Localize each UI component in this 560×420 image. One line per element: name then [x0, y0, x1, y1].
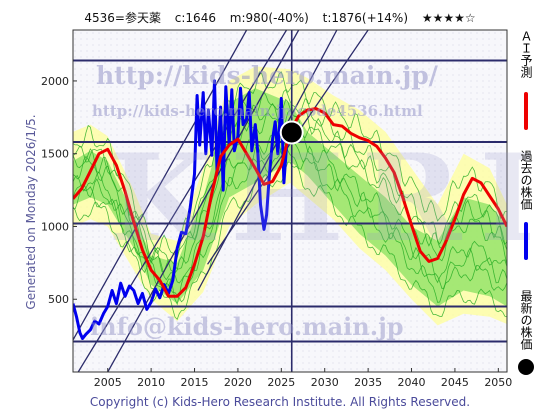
watermark-mail: info@kids-hero.main.jp: [90, 312, 404, 341]
legend-past-price-label: 過去の株価: [519, 150, 533, 210]
watermark-page-url: http://kids-hero.main.jp/code4536.html: [92, 102, 423, 120]
y-tick-label: 500: [48, 293, 69, 306]
x-tick-label: 2010: [137, 376, 165, 389]
trend-line: [73, 30, 248, 341]
legend-latest-price-dot: [518, 359, 534, 375]
legend-ai-forecast-swatch: [524, 92, 528, 130]
trend-line: [197, 30, 338, 291]
x-tick-label: 2005: [94, 376, 122, 389]
stock-code-name: 4536=参天薬: [84, 11, 161, 25]
x-tick-label: 2040: [398, 376, 426, 389]
plot-area: [73, 30, 507, 372]
copyright: Copyright (c) Kids-Hero Research Institu…: [89, 395, 471, 409]
x-tick-label: 2045: [441, 376, 469, 389]
rating-stars: ★★★★☆: [421, 11, 476, 25]
similar-pattern-line: [73, 98, 507, 273]
x-tick-label: 2050: [484, 376, 512, 389]
legend-latest-price-label: 最新の株価: [519, 290, 533, 350]
trend-line: [107, 30, 300, 372]
legend-past-price-swatch: [524, 222, 528, 260]
watermark-logo: KHRI: [108, 128, 554, 269]
generated-date: Generated on Monday 2026/1/5.: [24, 114, 38, 310]
past-price-line: [73, 79, 292, 340]
median-price: m:980(-40%): [229, 11, 309, 25]
y-tick-label: 2000: [41, 75, 69, 88]
current-price: c:1646: [174, 11, 216, 25]
x-tick-label: 2015: [181, 376, 209, 389]
similar-pattern-line: [73, 161, 507, 321]
similar-pattern-line: [73, 71, 507, 258]
x-tick-label: 2025: [267, 376, 295, 389]
plot-frame: [72, 29, 508, 373]
x-tick-label: 2035: [354, 376, 382, 389]
x-tick-label: 2020: [224, 376, 252, 389]
forecast-band-inner: [73, 88, 507, 307]
x-tick-label: 2030: [311, 376, 339, 389]
watermark-url: http://kids-hero.main.jp/: [96, 61, 438, 90]
y-tick-label: 1500: [41, 148, 69, 161]
trend-line: [77, 30, 288, 372]
target-price: t:1876(+14%): [322, 11, 409, 25]
chart-header: 4536=参天薬 c:1646 m:980(-40%) t:1876(+14%)…: [0, 9, 560, 26]
legend-ai-forecast-label: ＡＩ予測: [519, 30, 533, 78]
y-tick-label: 1000: [41, 220, 69, 233]
latest-price-marker: [279, 120, 304, 145]
similar-pattern-line: [73, 88, 507, 273]
